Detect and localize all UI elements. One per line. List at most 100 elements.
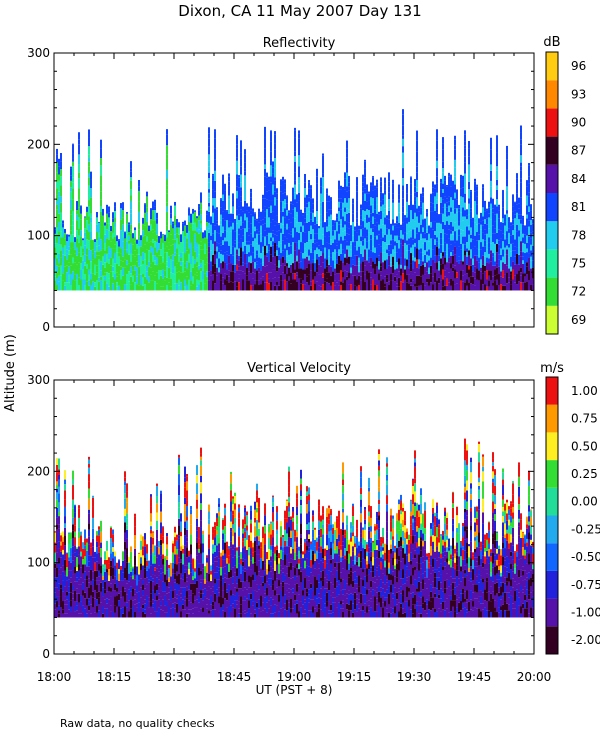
heatmap-cell <box>200 503 202 509</box>
heatmap-cell <box>422 193 424 197</box>
heatmap-cell <box>96 217 98 224</box>
heatmap-cell <box>416 237 418 242</box>
heatmap-cell <box>504 275 506 286</box>
heatmap-cell <box>488 207 490 213</box>
heatmap-cell <box>86 229 88 239</box>
heatmap-cell <box>478 235 480 240</box>
heatmap-cell <box>516 284 518 290</box>
heatmap-cell <box>370 221 372 228</box>
heatmap-cell <box>318 286 320 291</box>
heatmap-cell <box>244 206 246 214</box>
heatmap-cell <box>518 248 520 255</box>
heatmap-cell <box>264 190 266 198</box>
heatmap-cell <box>336 222 338 231</box>
heatmap-cell <box>280 546 282 550</box>
heatmap-cell <box>246 276 248 281</box>
heatmap-cell <box>130 168 132 172</box>
heatmap-cell <box>488 263 490 270</box>
heatmap-cell <box>470 190 472 192</box>
heatmap-cell <box>70 607 72 612</box>
heatmap-cell <box>388 174 390 181</box>
heatmap-cell <box>238 248 240 255</box>
heatmap-cell <box>140 285 142 290</box>
heatmap-cell <box>102 280 104 291</box>
heatmap-cell <box>258 517 260 522</box>
heatmap-cell <box>380 182 382 187</box>
heatmap-cell <box>60 575 62 585</box>
heatmap-cell <box>388 285 390 290</box>
heatmap-cell <box>394 236 396 241</box>
heatmap-cell <box>224 200 226 209</box>
heatmap-cell <box>234 503 236 509</box>
heatmap-cell <box>268 526 270 532</box>
heatmap-cell <box>196 272 198 276</box>
heatmap-cell <box>528 196 530 206</box>
heatmap-cell <box>448 212 450 216</box>
heatmap-cell <box>66 259 68 265</box>
heatmap-cell <box>348 198 350 209</box>
heatmap-cell <box>310 226 312 234</box>
heatmap-cell <box>458 260 460 264</box>
heatmap-cell <box>126 274 128 284</box>
heatmap-cell <box>72 471 74 480</box>
heatmap-cell <box>456 229 458 240</box>
heatmap-cell <box>130 181 132 189</box>
heatmap-cell <box>76 210 78 215</box>
heatmap-cell <box>458 226 460 230</box>
heatmap-cell <box>72 518 74 524</box>
heatmap-cell <box>250 506 252 511</box>
heatmap-cell <box>344 280 346 291</box>
heatmap-cell <box>138 186 140 191</box>
heatmap-cell <box>134 250 136 256</box>
heatmap-cell <box>82 574 84 583</box>
heatmap-cell <box>258 498 260 508</box>
heatmap-cell <box>168 268 170 279</box>
heatmap-cell <box>318 246 320 250</box>
heatmap-cell <box>58 529 60 533</box>
heatmap-cell <box>264 525 266 533</box>
heatmap-cell <box>148 591 150 597</box>
heatmap-cell <box>100 565 102 573</box>
heatmap-cell <box>350 273 352 284</box>
heatmap-cell <box>200 457 202 461</box>
heatmap-cell <box>428 241 430 249</box>
heatmap-cell <box>134 579 136 589</box>
heatmap-cell <box>312 204 314 209</box>
heatmap-cell <box>462 265 464 270</box>
heatmap-cell <box>312 229 314 239</box>
heatmap-cell <box>462 237 464 244</box>
heatmap-cell <box>492 199 494 209</box>
heatmap-cell <box>138 553 140 554</box>
heatmap-cell <box>78 505 80 509</box>
heatmap-cell <box>64 484 66 490</box>
heatmap-cell <box>78 585 80 594</box>
heatmap-cell <box>342 216 344 227</box>
heatmap-cell <box>410 195 412 201</box>
heatmap-cell <box>158 607 160 617</box>
heatmap-cell <box>368 222 370 233</box>
heatmap-cell <box>110 543 112 548</box>
heatmap-cell <box>414 221 416 228</box>
heatmap-cell <box>270 183 272 190</box>
heatmap-cell <box>130 234 132 243</box>
heatmap-cell <box>208 242 210 247</box>
heatmap-cell <box>208 154 210 160</box>
heatmap-cell <box>216 280 218 291</box>
heatmap-cell <box>252 227 254 237</box>
heatmap-cell <box>452 213 454 217</box>
heatmap-cell <box>98 592 100 597</box>
heatmap-cell <box>518 270 520 281</box>
heatmap-cell <box>406 217 408 223</box>
heatmap-cell <box>220 246 222 251</box>
heatmap-cell <box>290 223 292 231</box>
heatmap-cell <box>88 130 90 137</box>
heatmap-cell <box>242 266 244 271</box>
heatmap-cell <box>386 218 388 228</box>
heatmap-cell <box>388 211 390 219</box>
heatmap-cell <box>460 244 462 249</box>
heatmap-cell <box>392 211 394 219</box>
heatmap-cell <box>250 245 252 256</box>
heatmap-cell <box>238 527 240 536</box>
heatmap-cell <box>110 280 112 291</box>
heatmap-cell <box>208 554 210 564</box>
